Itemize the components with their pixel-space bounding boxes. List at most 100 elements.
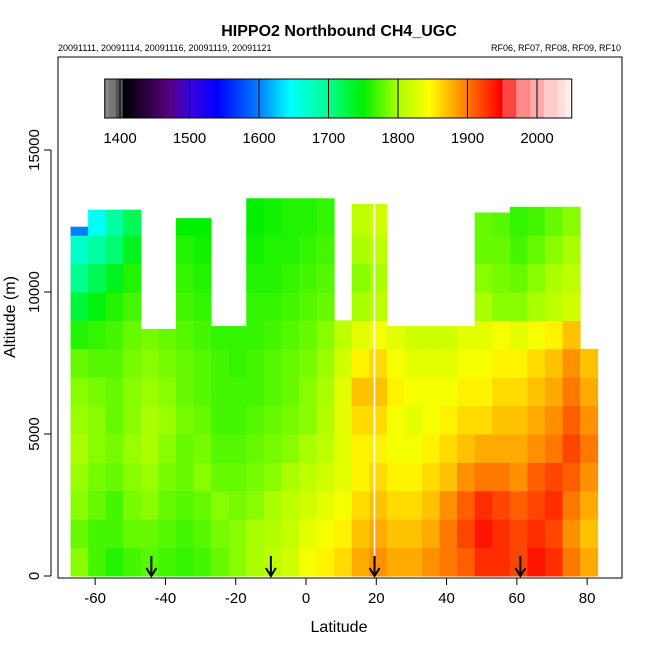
colorbar-segment — [275, 79, 278, 118]
heatmap-cell — [351, 434, 370, 463]
colorbar-segment — [360, 79, 363, 118]
heatmap-cell — [70, 405, 89, 435]
heatmap-cell — [298, 377, 318, 407]
arrow-down-icon — [514, 556, 527, 578]
colorbar-segment — [285, 79, 288, 118]
colorbar-frame — [104, 78, 573, 119]
colorbar-segment — [328, 79, 331, 118]
colorbar-segment — [204, 79, 207, 118]
heatmap-cell — [246, 490, 265, 520]
heatmap-cell — [544, 547, 564, 577]
heatmap-cell — [316, 198, 335, 208]
colorbar-segment — [199, 79, 202, 118]
heatmap-cell — [527, 519, 546, 549]
colorbar-segment — [506, 79, 509, 118]
heatmap-cell — [351, 462, 370, 492]
colorbar-segment — [407, 79, 410, 118]
colorbar-segment — [534, 79, 537, 118]
colorbar-segment — [478, 79, 481, 118]
colorbar-segment — [359, 79, 361, 118]
heatmap-cell — [263, 292, 282, 321]
colorbar-segment — [185, 79, 188, 118]
colorbar-segment — [421, 79, 424, 118]
colorbar-segment — [555, 79, 557, 118]
colorbar-segment — [482, 79, 485, 118]
colorbar-segment — [353, 79, 356, 118]
heatmap-cell — [70, 434, 89, 463]
heatmap-cell — [105, 547, 124, 577]
colorbar-segment — [318, 79, 321, 118]
colorbar-segment — [414, 79, 417, 118]
colorbar-segment — [158, 79, 161, 118]
heatmap-cell — [123, 235, 142, 265]
colorbar-segment — [314, 79, 317, 118]
heatmap-cell — [105, 320, 124, 350]
heatmap-cell — [316, 235, 335, 265]
colorbar-segment — [240, 79, 243, 118]
heatmap-cell — [457, 405, 476, 435]
colorbar-segment — [113, 79, 115, 118]
heatmap-cell — [562, 320, 581, 350]
colorbar-segment — [217, 79, 220, 118]
colorbar-segment — [213, 79, 215, 118]
colorbar-segment — [270, 79, 272, 118]
heatmap-cell — [562, 263, 581, 293]
colorbar-segment — [566, 79, 568, 118]
colorbar-segment — [435, 79, 438, 118]
heatmap-cell — [246, 198, 265, 208]
heatmap-cell — [193, 235, 212, 265]
colorbar-segment — [446, 79, 449, 118]
heatmap-cell — [474, 547, 493, 577]
colorbar-segment — [132, 79, 135, 118]
heatmap-cell — [105, 292, 124, 321]
heatmap-cell — [88, 263, 107, 293]
heatmap-cell — [88, 320, 107, 350]
colorbar-tick-label: 1500 — [173, 130, 206, 147]
colorbar-segment — [179, 79, 182, 118]
colorbar-segment — [531, 79, 534, 118]
heatmap-cell — [351, 292, 370, 321]
colorbar-segment — [296, 79, 299, 118]
colorbar-segment — [364, 79, 367, 118]
heatmap-cell — [492, 348, 511, 378]
heatmap-cell — [474, 348, 493, 378]
colorbar-segment — [413, 79, 416, 118]
heatmap-cell — [175, 434, 195, 463]
colorbar-segment — [189, 79, 192, 118]
heatmap-cell — [193, 348, 212, 378]
colorbar-segment — [268, 79, 271, 118]
heatmap-cell — [474, 405, 493, 435]
colorbar-segment — [245, 79, 247, 118]
colorbar-segment — [530, 79, 532, 118]
heatmap-cell — [439, 490, 458, 520]
heatmap-cell — [562, 235, 581, 265]
arrow-head — [514, 567, 527, 578]
heatmap-cell — [421, 405, 441, 435]
heatmap-cell — [263, 206, 282, 236]
heatmap-cell — [88, 547, 107, 577]
heatmap-cell — [386, 348, 405, 378]
colorbar-segment — [338, 79, 341, 118]
colorbar-segment — [110, 79, 113, 118]
heatmap-cell — [457, 547, 476, 577]
heatmap-cell — [562, 292, 581, 321]
heatmap-cell — [88, 377, 107, 407]
heatmap-cell — [562, 462, 581, 492]
heatmap-cell — [105, 405, 124, 435]
heatmap-cell — [421, 377, 441, 407]
heatmap-cell — [211, 405, 230, 435]
colorbar-segment — [460, 79, 463, 118]
heatmap-cell — [474, 263, 493, 293]
colorbar-segment — [399, 79, 402, 118]
heatmap-cell — [281, 206, 300, 236]
heatmap-cell — [421, 462, 441, 492]
heatmap-cell — [88, 235, 107, 265]
heatmap-cell — [457, 462, 476, 492]
heatmap-cell — [70, 235, 89, 265]
colorbar-segment — [423, 79, 425, 118]
heatmap-cell — [123, 209, 142, 236]
heatmap-cell — [386, 490, 405, 520]
colorbar-segment — [192, 79, 195, 118]
heatmap-cell — [527, 348, 546, 378]
colorbar-segment — [182, 79, 185, 118]
